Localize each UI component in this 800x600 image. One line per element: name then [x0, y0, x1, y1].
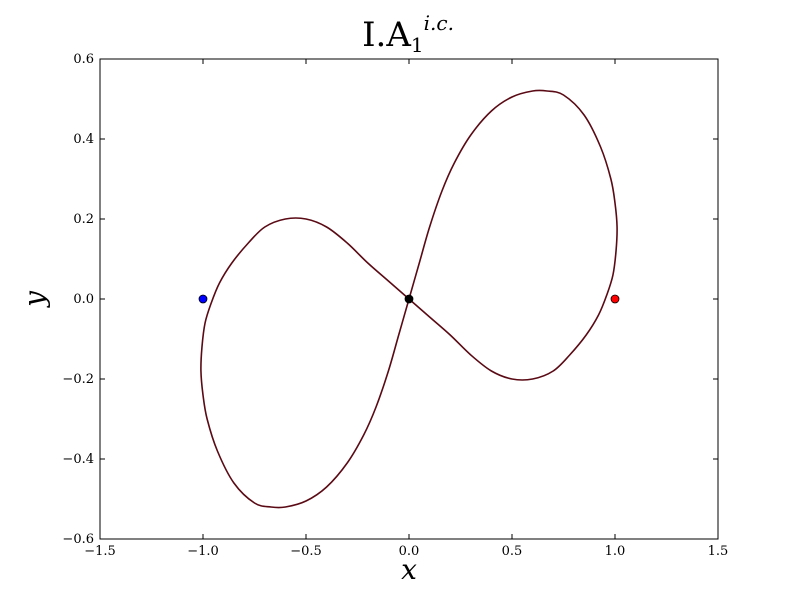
title-superscript: i.c. — [424, 11, 454, 35]
x-tick-label: −1.5 — [84, 544, 116, 559]
x-tick-label: 0.0 — [399, 544, 420, 559]
x-tick-label: 1.5 — [708, 544, 729, 559]
y-tick-label: −0.6 — [62, 532, 94, 547]
chart-title: I.A1i.c. — [362, 11, 454, 57]
marker-layer — [198, 294, 620, 304]
point-marker — [610, 294, 620, 304]
y-tick-label: 0.0 — [73, 292, 94, 307]
x-tick-label: 0.5 — [502, 544, 523, 559]
y-tick-label: 0.4 — [73, 132, 94, 147]
title-subscript: 1 — [411, 33, 424, 57]
y-tick-label: −0.2 — [62, 372, 94, 387]
x-tick-label: 1.0 — [605, 544, 626, 559]
x-tick-label: −0.5 — [290, 544, 322, 559]
y-tick-label: 0.6 — [73, 52, 94, 67]
y-axis-label: y — [18, 290, 51, 309]
x-axis-label: x — [401, 553, 417, 586]
point-marker — [198, 294, 208, 304]
x-tick-label: −1.0 — [187, 544, 219, 559]
title-main: I.A — [362, 15, 411, 55]
point-marker — [404, 294, 414, 304]
y-tick-label: 0.2 — [73, 212, 94, 227]
y-axis: −0.6 −0.4 −0.2 0.0 0.2 0.4 0.6 — [62, 52, 718, 547]
x-axis: −1.5 −1.0 −0.5 0.0 0.5 1.0 1.5 — [84, 59, 728, 559]
y-tick-label: −0.4 — [62, 452, 94, 467]
